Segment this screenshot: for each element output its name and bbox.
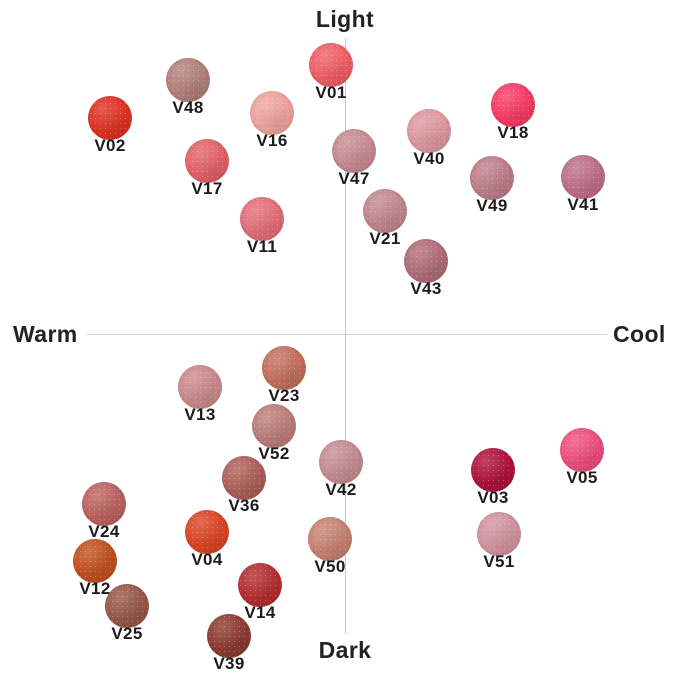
swatch-v05 <box>560 428 604 472</box>
swatch-label-v24: V24 <box>88 522 120 541</box>
swatch-v50 <box>308 517 352 561</box>
swatch-label-v05: V05 <box>566 468 598 487</box>
swatch-v17 <box>185 139 229 183</box>
swatch-label-v16: V16 <box>256 131 288 150</box>
swatch-v42 <box>319 440 363 484</box>
swatch-v52 <box>252 404 296 448</box>
swatch-label-v36: V36 <box>228 496 260 515</box>
light-dark-axis-line <box>345 38 346 634</box>
swatch-label-v21: V21 <box>369 229 401 248</box>
swatch-v40 <box>407 109 451 153</box>
swatch-label-v18: V18 <box>497 123 529 142</box>
swatch-label-v03: V03 <box>477 488 509 507</box>
swatch-v49 <box>470 156 514 200</box>
swatch-label-v25: V25 <box>111 624 143 643</box>
swatch-v04 <box>185 510 229 554</box>
swatch-v41 <box>561 155 605 199</box>
swatch-label-v39: V39 <box>213 654 245 673</box>
swatch-v23 <box>262 346 306 390</box>
swatch-v24 <box>82 482 126 526</box>
swatch-v43 <box>404 239 448 283</box>
swatch-label-v12: V12 <box>79 579 111 598</box>
swatch-label-v51: V51 <box>483 552 515 571</box>
swatch-v47 <box>332 129 376 173</box>
swatch-v16 <box>250 91 294 135</box>
axis-label-dark: Dark <box>318 637 372 663</box>
axis-label-warm: Warm <box>13 321 78 347</box>
swatch-v12 <box>73 539 117 583</box>
swatch-label-v41: V41 <box>567 195 599 214</box>
swatch-label-v50: V50 <box>314 557 346 576</box>
swatch-label-v02: V02 <box>94 136 126 155</box>
warm-cool-axis-line <box>87 334 607 335</box>
axis-label-cool: Cool <box>613 321 666 347</box>
swatch-v01 <box>309 43 353 87</box>
swatch-label-v17: V17 <box>191 179 223 198</box>
swatch-label-v23: V23 <box>268 386 300 405</box>
swatch-v48 <box>166 58 210 102</box>
swatch-v18 <box>491 83 535 127</box>
swatch-label-v48: V48 <box>172 98 204 117</box>
swatch-v11 <box>240 197 284 241</box>
swatch-label-v49: V49 <box>476 196 508 215</box>
swatch-label-v42: V42 <box>325 480 357 499</box>
swatch-v39 <box>207 614 251 658</box>
swatch-label-v43: V43 <box>410 279 442 298</box>
swatch-v25 <box>105 584 149 628</box>
swatch-v51 <box>477 512 521 556</box>
swatch-label-v11: V11 <box>246 237 278 256</box>
swatch-v21 <box>363 189 407 233</box>
swatch-label-v40: V40 <box>413 149 445 168</box>
swatch-label-v13: V13 <box>184 405 216 424</box>
swatch-v02 <box>88 96 132 140</box>
swatch-v14 <box>238 563 282 607</box>
axis-label-light: Light <box>315 6 375 32</box>
swatch-label-v01: V01 <box>315 83 347 102</box>
swatch-label-v52: V52 <box>258 444 290 463</box>
swatch-label-v14: V14 <box>244 603 276 622</box>
swatch-v36 <box>222 456 266 500</box>
swatch-label-v04: V04 <box>191 550 223 569</box>
swatch-v03 <box>471 448 515 492</box>
swatch-v13 <box>178 365 222 409</box>
swatch-label-v47: V47 <box>338 169 370 188</box>
